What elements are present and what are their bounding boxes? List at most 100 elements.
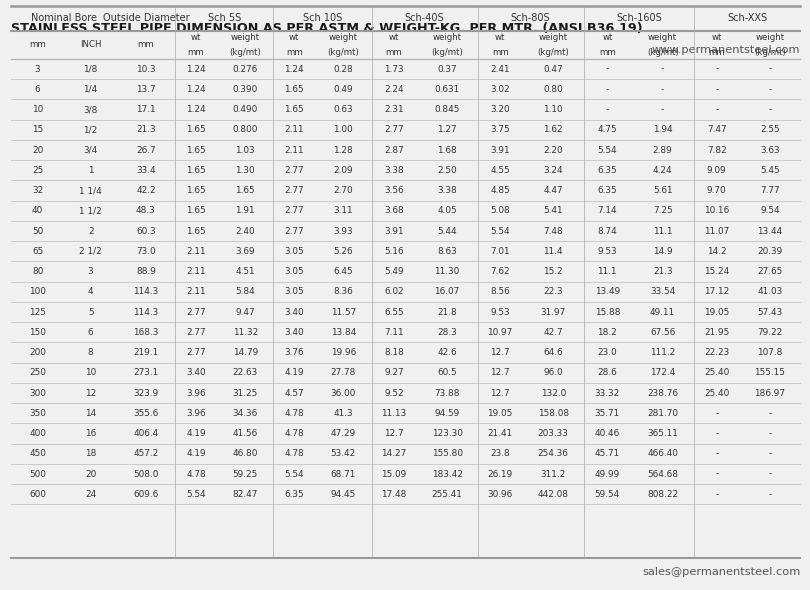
Text: 5.44: 5.44 [437, 227, 457, 235]
Text: weight: weight [755, 32, 784, 42]
Text: 42.2: 42.2 [136, 186, 156, 195]
Text: 11.13: 11.13 [382, 409, 407, 418]
Text: 155.80: 155.80 [432, 450, 463, 458]
Text: (kg/mt): (kg/mt) [327, 48, 359, 57]
Text: 250: 250 [29, 368, 46, 378]
Text: 508.0: 508.0 [133, 470, 159, 478]
Text: 14: 14 [85, 409, 96, 418]
Text: mm: mm [599, 48, 616, 57]
Text: 4.19: 4.19 [186, 450, 206, 458]
Text: 32: 32 [32, 186, 43, 195]
Text: 3.96: 3.96 [186, 409, 206, 418]
Text: 2.09: 2.09 [334, 166, 353, 175]
Text: 21.41: 21.41 [488, 429, 513, 438]
Text: -: - [715, 429, 718, 438]
Text: 27.65: 27.65 [757, 267, 782, 276]
Text: 1.68: 1.68 [437, 146, 457, 155]
Text: 3: 3 [35, 65, 40, 74]
Text: 20: 20 [32, 146, 43, 155]
Text: 7.62: 7.62 [490, 267, 510, 276]
Text: 4.78: 4.78 [284, 429, 304, 438]
Text: 22.3: 22.3 [544, 287, 563, 296]
Text: 8.18: 8.18 [384, 348, 404, 357]
Text: 57.43: 57.43 [757, 307, 782, 317]
Text: 35.71: 35.71 [595, 409, 620, 418]
Text: 9.47: 9.47 [236, 307, 255, 317]
Text: wt: wt [289, 32, 300, 42]
Text: 1.03: 1.03 [236, 146, 255, 155]
Text: 1.28: 1.28 [334, 146, 353, 155]
Text: -: - [768, 409, 771, 418]
Text: 1.24: 1.24 [186, 85, 206, 94]
Text: 27.78: 27.78 [330, 368, 356, 378]
Text: -: - [715, 409, 718, 418]
Text: 2.77: 2.77 [284, 206, 304, 215]
Text: 4.19: 4.19 [186, 429, 206, 438]
Text: 600: 600 [29, 490, 46, 499]
Text: 1/8: 1/8 [83, 65, 98, 74]
Text: 82.47: 82.47 [232, 490, 258, 499]
Text: 5.61: 5.61 [653, 186, 672, 195]
Text: 3.38: 3.38 [384, 166, 404, 175]
Text: 11.1: 11.1 [598, 267, 617, 276]
Text: 4.19: 4.19 [284, 368, 304, 378]
Text: 1.30: 1.30 [236, 166, 255, 175]
Text: 3.40: 3.40 [284, 307, 304, 317]
Text: 28.6: 28.6 [598, 368, 617, 378]
Text: 111.2: 111.2 [650, 348, 676, 357]
Text: 67.56: 67.56 [650, 328, 676, 337]
Text: 442.08: 442.08 [538, 490, 569, 499]
Text: 1.65: 1.65 [284, 85, 304, 94]
Text: weight: weight [648, 32, 677, 42]
Text: 5.54: 5.54 [284, 470, 304, 478]
Text: 5.49: 5.49 [384, 267, 404, 276]
Text: 16.07: 16.07 [434, 287, 460, 296]
Text: 1.65: 1.65 [186, 166, 206, 175]
Text: 2.11: 2.11 [186, 247, 206, 256]
Text: 12.7: 12.7 [490, 368, 510, 378]
Text: -: - [661, 105, 664, 114]
Text: 13.44: 13.44 [757, 227, 782, 235]
Text: 11.4: 11.4 [544, 247, 563, 256]
Text: 65: 65 [32, 247, 43, 256]
Text: -: - [606, 105, 609, 114]
Text: 94.45: 94.45 [330, 490, 356, 499]
Text: 5.41: 5.41 [544, 206, 563, 215]
Text: 3.75: 3.75 [490, 125, 510, 135]
Text: 0.845: 0.845 [434, 105, 460, 114]
Text: mm: mm [386, 48, 403, 57]
Text: 9.09: 9.09 [707, 166, 727, 175]
Text: 3.68: 3.68 [384, 206, 404, 215]
Text: -: - [715, 450, 718, 458]
Text: -: - [661, 65, 664, 74]
Text: 31.25: 31.25 [232, 389, 258, 398]
Text: 7.25: 7.25 [653, 206, 672, 215]
Text: 9.53: 9.53 [490, 307, 510, 317]
Text: (kg/mt): (kg/mt) [229, 48, 261, 57]
Text: 1.10: 1.10 [544, 105, 563, 114]
Text: 1.65: 1.65 [236, 186, 255, 195]
Text: 3: 3 [87, 267, 93, 276]
Text: 281.70: 281.70 [647, 409, 678, 418]
Text: 2.77: 2.77 [284, 227, 304, 235]
Text: Sch 5S: Sch 5S [207, 14, 241, 23]
Text: 5.45: 5.45 [760, 166, 780, 175]
Text: 168.3: 168.3 [133, 328, 159, 337]
Text: 183.42: 183.42 [432, 470, 463, 478]
Text: 155.15: 155.15 [754, 368, 785, 378]
Text: -: - [768, 450, 771, 458]
Text: 15.2: 15.2 [544, 267, 563, 276]
Text: 5.84: 5.84 [236, 287, 255, 296]
Text: 365.11: 365.11 [647, 429, 678, 438]
Text: 36.00: 36.00 [330, 389, 356, 398]
Text: mm: mm [138, 40, 154, 50]
Text: 3.76: 3.76 [284, 348, 304, 357]
Text: 16: 16 [85, 429, 96, 438]
Text: 2.77: 2.77 [186, 307, 206, 317]
Text: 6.55: 6.55 [384, 307, 404, 317]
Text: (kg/mt): (kg/mt) [431, 48, 463, 57]
Text: 1.27: 1.27 [437, 125, 457, 135]
Text: 11.30: 11.30 [434, 267, 460, 276]
Text: 406.4: 406.4 [134, 429, 159, 438]
Text: 33.54: 33.54 [650, 287, 676, 296]
